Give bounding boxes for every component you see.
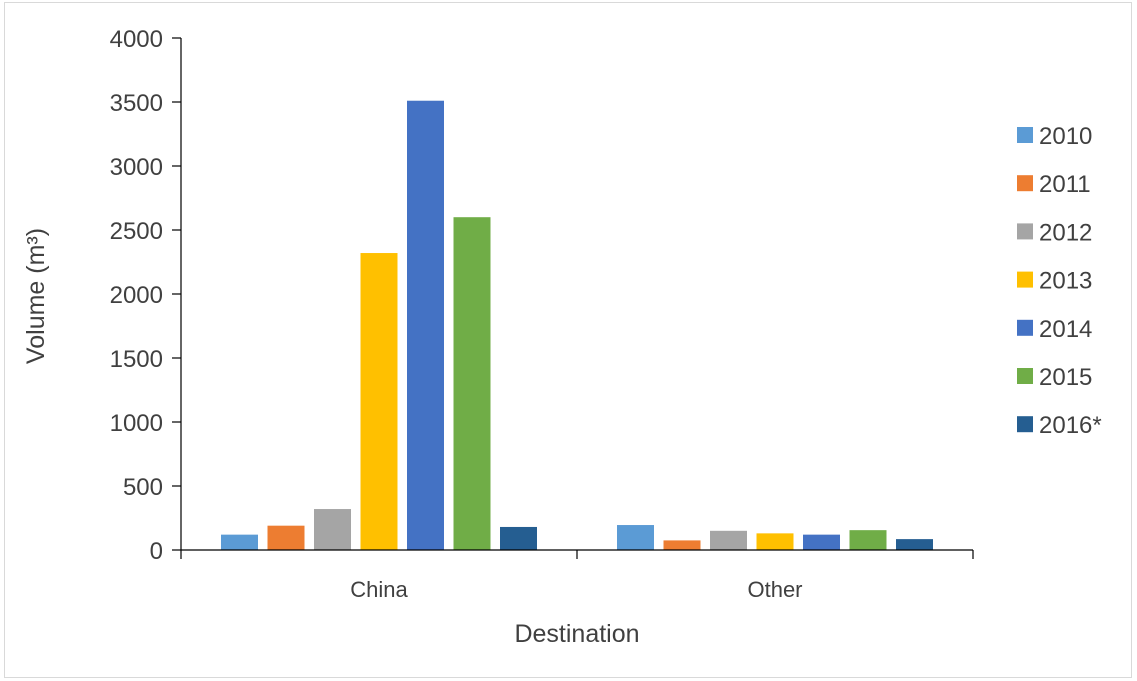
legend: 2010 2011 2012 2013 2014 2015 2016* xyxy=(1017,123,1102,439)
legend-swatch-2014 xyxy=(1017,319,1033,336)
bar-china-2011 xyxy=(267,525,305,550)
y-axis-title: Volume (m³) xyxy=(22,228,50,364)
bar-china-2015 xyxy=(453,217,491,550)
legend-label-2012: 2012 xyxy=(1039,219,1092,246)
y-tick-label: 3000 xyxy=(110,154,163,181)
bar-china-2010 xyxy=(221,534,258,550)
y-tick-label: 2000 xyxy=(110,282,163,309)
bar-other-2012 xyxy=(710,530,747,550)
bar-series xyxy=(221,100,933,551)
y-tick-label: 0 xyxy=(150,538,163,565)
y-tick-label: 3500 xyxy=(110,90,163,117)
legend-swatch-2015 xyxy=(1017,368,1033,384)
y-tick-label: 500 xyxy=(123,474,163,501)
axes xyxy=(180,38,974,559)
legend-swatch-2012 xyxy=(1017,223,1033,240)
bar-other-2016-star xyxy=(896,539,933,550)
bar-china-2016-star xyxy=(500,526,537,550)
legend-label-2013: 2013 xyxy=(1039,268,1092,295)
legend-label-2011: 2011 xyxy=(1039,171,1091,198)
legend-label-2015: 2015 xyxy=(1039,364,1092,391)
y-tick-label: 4000 xyxy=(110,26,163,53)
legend-swatch-2016-star xyxy=(1017,416,1033,433)
bar-other-2013 xyxy=(756,533,794,550)
category-label-other: Other xyxy=(747,577,802,602)
legend-swatch-2010 xyxy=(1017,127,1033,143)
bar-other-2010 xyxy=(617,525,654,550)
category-labels: China Other xyxy=(350,577,802,602)
bar-other-2014 xyxy=(803,534,840,550)
category-label-china: China xyxy=(350,577,408,602)
chart-area xyxy=(4,2,1132,678)
y-tick-label: 2500 xyxy=(110,218,163,245)
legend-label-2014: 2014 xyxy=(1039,316,1092,343)
legend-label-2010: 2010 xyxy=(1039,123,1092,150)
bar-china-2013 xyxy=(360,253,398,551)
x-axis-title: Destination xyxy=(514,620,639,648)
legend-swatch-2013 xyxy=(1017,271,1033,288)
legend-label-2016-star: 2016* xyxy=(1039,412,1102,439)
bar-other-2011 xyxy=(663,540,701,550)
bar-china-2012 xyxy=(314,509,351,550)
bar-other-2015 xyxy=(849,530,887,550)
y-axis-ticks: 0 500 1000 1500 2000 2500 3000 3500 4000 xyxy=(110,26,181,565)
bar-china-2014 xyxy=(407,100,444,550)
legend-swatch-2011 xyxy=(1017,175,1033,192)
y-tick-label: 1500 xyxy=(110,346,163,373)
y-tick-label: 1000 xyxy=(110,410,163,437)
